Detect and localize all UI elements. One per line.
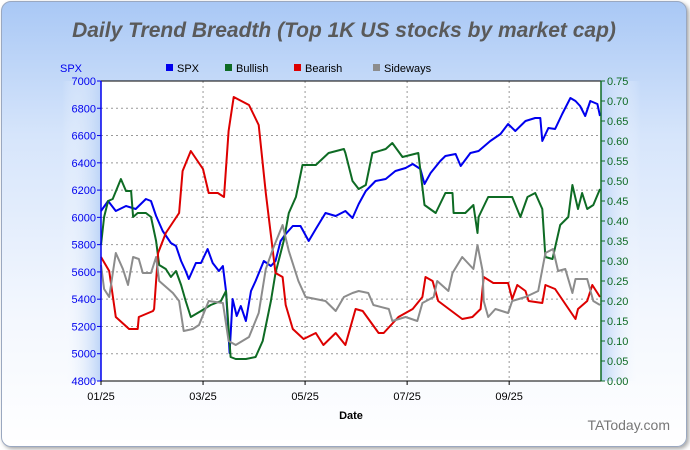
right-tick-label: 0.00 <box>607 376 628 388</box>
left-tick-label: 6200 <box>72 185 96 197</box>
plot-area <box>101 81 601 381</box>
left-tick-label: 6000 <box>72 212 96 224</box>
left-tick-label: 6400 <box>72 158 96 170</box>
x-tick-label: 07/25 <box>393 391 421 403</box>
series-line-bullish <box>100 142 601 360</box>
right-tick-label: 0.35 <box>607 236 628 248</box>
legend-label-sideways: Sideways <box>384 63 432 75</box>
legend: SPX Bullish Bearish Sideways <box>166 63 432 75</box>
x-tick-label: 05/25 <box>291 391 319 403</box>
left-tick-label: 5000 <box>72 349 96 361</box>
right-tick-label: 0.25 <box>607 276 628 288</box>
right-tick-label: 0.20 <box>607 296 628 308</box>
axes: 4800 5000 5200 5400 5600 5800 6000 6200 6400 6600… <box>72 76 629 403</box>
right-tick-label: 0.60 <box>607 136 628 148</box>
left-tick-label: 4800 <box>72 376 96 388</box>
legend-label-spx: SPX <box>177 63 200 75</box>
right-tick-label: 0.55 <box>607 156 628 168</box>
series-line-sideways <box>100 224 601 346</box>
right-tick-label: 0.40 <box>607 216 628 228</box>
left-tick-label: 6600 <box>72 131 96 143</box>
x-tick-label: 01/25 <box>87 391 115 403</box>
x-axis-label: Date <box>339 410 363 422</box>
left-tick-label: 6800 <box>72 103 96 115</box>
left-tick-label: 5400 <box>72 294 96 306</box>
left-tick-label: 5600 <box>72 267 96 279</box>
series-line-bearish <box>100 96 601 346</box>
series-line-spx <box>100 97 601 354</box>
right-tick-label: 0.75 <box>607 76 628 88</box>
legend-swatch-bearish <box>294 64 301 71</box>
left-tick-label: 5800 <box>72 240 96 252</box>
right-tick-label: 0.70 <box>607 96 628 108</box>
right-axis-band <box>601 81 641 381</box>
x-tick-label: 03/25 <box>189 391 217 403</box>
x-tick-label: 09/25 <box>495 391 523 403</box>
right-tick-label: 0.15 <box>607 316 628 328</box>
chart-title: Daily Trend Breadth (Top 1K US stocks by… <box>72 19 616 42</box>
left-tick-label: 5200 <box>72 321 96 333</box>
right-tick-label: 0.45 <box>607 196 628 208</box>
legend-swatch-sideways <box>373 64 380 71</box>
right-tick-label: 0.30 <box>607 256 628 268</box>
legend-label-bullish: Bullish <box>236 63 268 75</box>
left-axis-label: SPX <box>60 63 83 75</box>
right-tick-label: 0.65 <box>607 116 628 128</box>
gridlines <box>101 81 601 381</box>
right-tick-label: 0.10 <box>607 336 628 348</box>
left-axis-band <box>62 81 101 381</box>
legend-swatch-spx <box>166 64 173 71</box>
series-lines <box>100 96 601 360</box>
left-tick-label: 7000 <box>72 76 96 88</box>
right-tick-label: 0.50 <box>607 176 628 188</box>
legend-label-bearish: Bearish <box>305 63 342 75</box>
watermark: TAToday.com <box>588 417 670 433</box>
legend-swatch-bullish <box>225 64 232 71</box>
right-tick-label: 0.05 <box>607 356 628 368</box>
